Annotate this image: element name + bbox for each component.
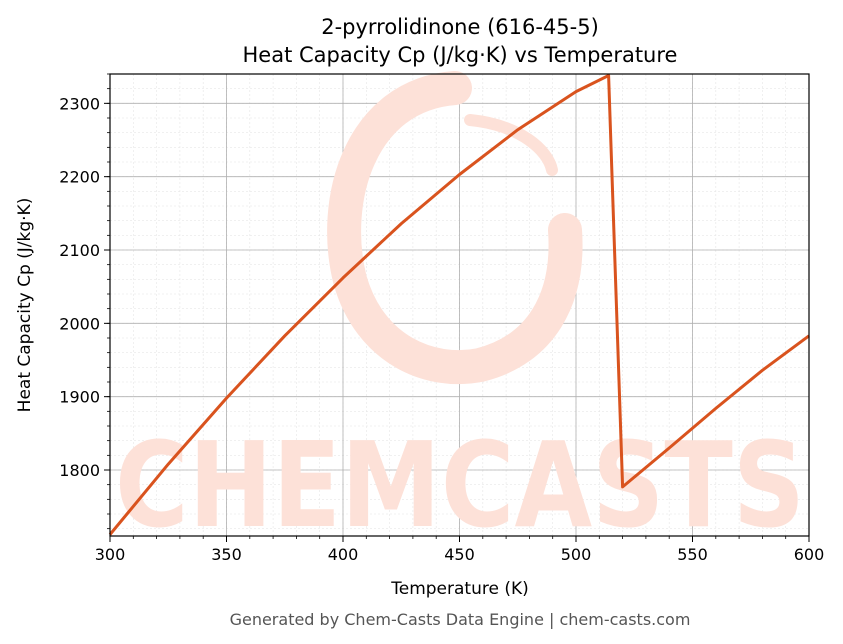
x-tick-label: 450 (444, 545, 475, 564)
watermark-swirl (327, 71, 583, 385)
x-axis-label: Temperature (K) (390, 579, 529, 599)
x-tick-label: 300 (95, 545, 126, 564)
series-line (108, 74, 810, 536)
x-tick-label: 350 (211, 545, 242, 564)
x-tick-label: 500 (561, 545, 592, 564)
chart-title-line1: 2-pyrrolidinone (616-45-5) (321, 15, 599, 39)
plot-frame (109, 73, 810, 537)
y-axis-label: Heat Capacity Cp (J/kg·K) (15, 198, 35, 413)
chart-title-line2: Heat Capacity Cp (J/kg·K) vs Temperature (243, 43, 678, 67)
x-tick-label: 600 (794, 545, 825, 564)
y-tick-label: 1800 (59, 461, 100, 480)
x-tick-label: 550 (677, 545, 708, 564)
watermark: CHEMCASTS (115, 71, 805, 554)
y-tick-label: 1900 (59, 388, 100, 407)
tick-labels: 300 350 400 450 500 550 600 1800 1900 2000 2100 220… (59, 94, 824, 564)
y-tick-label: 2000 (59, 314, 100, 333)
x-tick-label: 400 (328, 545, 359, 564)
y-tick-label: 2300 (59, 94, 100, 113)
y-tick-label: 2200 (59, 168, 100, 187)
y-tick-label: 2100 (59, 241, 100, 260)
footer-credit: Generated by Chem-Casts Data Engine | ch… (230, 610, 691, 629)
major-grid (109, 74, 810, 536)
watermark-text: CHEMCASTS (115, 416, 805, 554)
